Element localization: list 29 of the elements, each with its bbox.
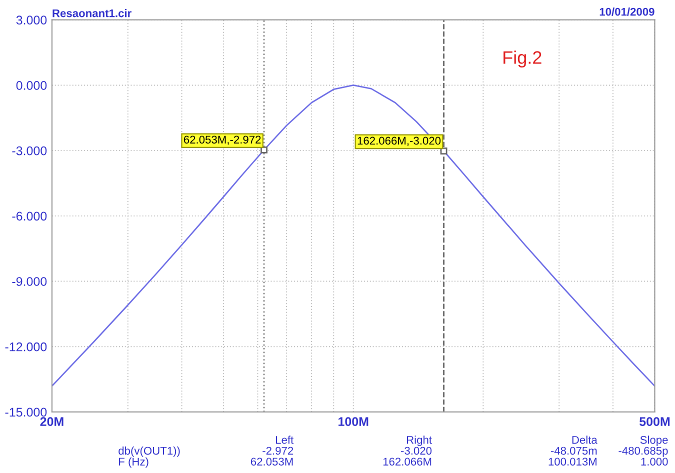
text: 62.053M <box>250 458 293 466</box>
y-tick-label: -9.000 <box>12 277 47 286</box>
annotation: 162.066M,-3.020 <box>358 136 441 146</box>
x-tick-label: 500M <box>640 417 670 426</box>
text: -480.685p <box>618 446 668 457</box>
x-tick-label: 100M <box>338 417 368 426</box>
text: 162.066M <box>383 458 432 466</box>
x-tick-label: 20M <box>40 417 64 426</box>
text: F (Hz) <box>119 457 148 468</box>
y-tick-label: -15.000 <box>5 408 47 417</box>
text: Left <box>276 436 294 444</box>
y-tick-label: -12.000 <box>5 342 47 352</box>
text: db(v(OUT1)) <box>118 446 180 457</box>
y-tick-label: -3.000 <box>12 146 47 156</box>
annotation: 62.053M,-2.972 <box>184 136 261 145</box>
text: Slope <box>640 436 668 446</box>
y-tick-label: -6.000 <box>12 212 47 221</box>
text: 10/01/2009 <box>600 8 654 16</box>
y-tick-label: 3.000 <box>16 16 47 25</box>
text: -2.972 <box>262 446 294 455</box>
text: -3.020 <box>400 446 432 455</box>
text: 1.000 <box>641 458 668 466</box>
chart-title: Resaonant1.cir <box>52 9 132 18</box>
text: -48.075m <box>550 446 597 455</box>
text: 100.013M <box>548 458 596 466</box>
text: Right <box>406 436 432 446</box>
annotation: Fig.2 <box>504 50 542 68</box>
y-tick-label: 0.000 <box>16 81 47 90</box>
text: Delta <box>572 436 598 444</box>
